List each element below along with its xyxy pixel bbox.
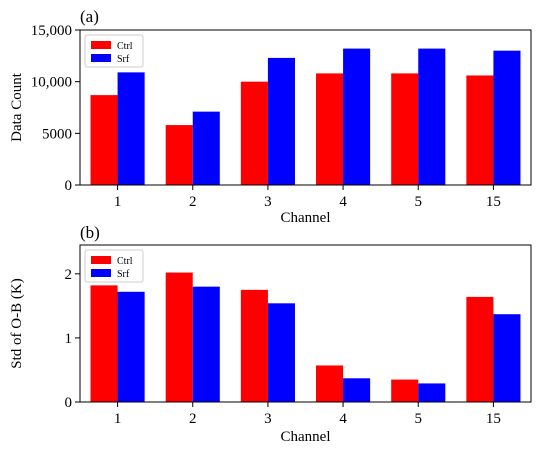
legend: Ctrl Srf bbox=[84, 34, 144, 68]
panel-label: (b) bbox=[80, 223, 100, 242]
bar-ctrl-channel-1 bbox=[90, 95, 118, 185]
x-tick-label: 5 bbox=[415, 194, 423, 210]
bar-srf-channel-4 bbox=[343, 48, 371, 185]
bar-ctrl-channel-5 bbox=[391, 379, 419, 402]
x-tick-label: 3 bbox=[264, 411, 272, 427]
legend-label-srf: Srf bbox=[117, 54, 130, 65]
bar-ctrl-channel-4 bbox=[316, 365, 344, 402]
bar-ctrl-channel-3 bbox=[240, 81, 268, 185]
chart-panel-a: 0 5000 10,000 15,000 1 2 3 4 5 15 Channel Data Coun… bbox=[9, 7, 532, 226]
bar-ctrl-channel-2 bbox=[165, 272, 193, 402]
y-tick-label: 10,000 bbox=[31, 75, 72, 91]
bar-srf-channel-5 bbox=[418, 383, 446, 402]
y-tick-label: 5000 bbox=[42, 126, 72, 142]
y-axis-label: Data Count bbox=[9, 72, 25, 142]
bar-ctrl-channel-15 bbox=[466, 75, 494, 185]
bar-ctrl-channel-3 bbox=[240, 289, 268, 402]
y-tick-label: 2 bbox=[65, 267, 73, 283]
plot-frame bbox=[79, 244, 532, 403]
y-tick-label: 1 bbox=[65, 331, 73, 347]
legend: Ctrl Srf bbox=[84, 249, 144, 283]
bar-ctrl-channel-15 bbox=[466, 296, 494, 402]
bar-ctrl-channel-2 bbox=[165, 125, 193, 185]
bar-ctrl-channel-1 bbox=[90, 285, 118, 402]
legend-swatch-ctrl bbox=[91, 41, 111, 49]
x-tick-label: 3 bbox=[264, 194, 272, 210]
bar-srf-channel-1 bbox=[117, 72, 145, 185]
legend-box bbox=[84, 34, 144, 68]
bar-srf-channel-3 bbox=[267, 303, 295, 402]
x-tick-label: 15 bbox=[486, 194, 501, 210]
bar-srf-channel-2 bbox=[192, 111, 220, 185]
plot-frame bbox=[79, 29, 532, 186]
x-tick-label: 4 bbox=[339, 194, 347, 210]
x-tick-label: 5 bbox=[415, 411, 423, 427]
bar-srf-channel-1 bbox=[117, 291, 145, 402]
bar-srf-channel-15 bbox=[493, 50, 521, 185]
x-tick-label: 4 bbox=[339, 411, 347, 427]
y-tick-label: 0 bbox=[65, 178, 73, 194]
bar-srf-channel-3 bbox=[267, 57, 295, 185]
legend-swatch-ctrl bbox=[91, 256, 111, 264]
bar-srf-channel-5 bbox=[418, 48, 446, 185]
x-tick-label: 2 bbox=[189, 194, 197, 210]
y-axis-label: Std of O-B (K) bbox=[9, 278, 25, 368]
legend-swatch-srf bbox=[91, 269, 111, 277]
chart-panel-b: 0 1 2 1 2 3 4 5 15 Channel Std of O-B (K) (b) Ctrl Sr… bbox=[9, 223, 532, 445]
panel-label: (a) bbox=[80, 7, 99, 26]
legend-box bbox=[84, 249, 144, 283]
bar-srf-channel-15 bbox=[493, 314, 521, 402]
x-tick-label: 15 bbox=[486, 411, 501, 427]
bar-ctrl-channel-4 bbox=[316, 73, 344, 185]
bar-srf-channel-4 bbox=[343, 378, 371, 402]
legend-swatch-srf bbox=[91, 54, 111, 62]
x-axis-label: Channel bbox=[281, 429, 331, 445]
bar-srf-channel-2 bbox=[192, 286, 220, 402]
legend-label-ctrl: Ctrl bbox=[117, 41, 133, 52]
bar-ctrl-channel-5 bbox=[391, 73, 419, 185]
legend-label-srf: Srf bbox=[117, 269, 130, 280]
x-tick-label: 1 bbox=[114, 194, 122, 210]
x-axis-label: Channel bbox=[281, 210, 331, 226]
y-tick-label: 15,000 bbox=[31, 23, 72, 39]
legend-label-ctrl: Ctrl bbox=[117, 256, 133, 267]
x-tick-label: 1 bbox=[114, 411, 122, 427]
y-tick-label: 0 bbox=[65, 395, 73, 411]
x-tick-label: 2 bbox=[189, 411, 197, 427]
